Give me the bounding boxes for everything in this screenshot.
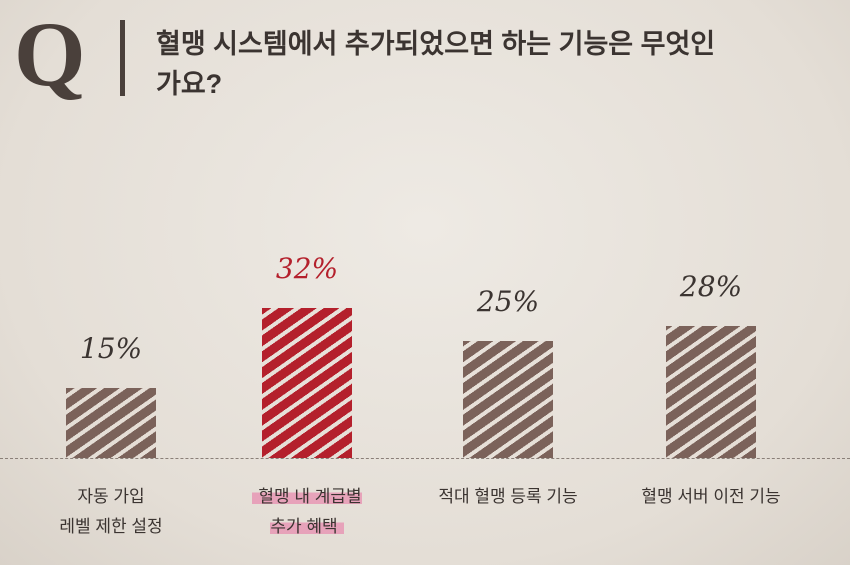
divider	[120, 20, 125, 96]
category-label: 적대 혈맹 등록 기능	[413, 482, 603, 512]
value-label: 25%	[476, 284, 540, 318]
category-text: 혈맹 내 계급별 추가 혜택	[252, 487, 362, 536]
category-text: 자동 가입 레벨 제한 설정	[59, 487, 163, 536]
question-marker: Q	[14, 3, 86, 105]
baseline	[0, 458, 850, 459]
bar	[262, 307, 352, 458]
value-label: 15%	[79, 331, 143, 365]
bar	[463, 340, 553, 458]
value-label: 32%	[275, 251, 339, 285]
category-label: 혈맹 내 계급별 추가 혜택	[212, 482, 402, 542]
bar	[66, 387, 156, 458]
category-text: 적대 혈맹 등록 기능	[438, 487, 578, 506]
value-label: 28%	[679, 270, 743, 304]
chart-title: 혈맹 시스템에서 추가되었으면 하는 기능은 무엇인가요?	[156, 29, 716, 99]
bar	[666, 326, 756, 458]
category-label: 혈맹 서버 이전 기능	[616, 482, 806, 512]
category-label: 자동 가입 레벨 제한 설정	[16, 482, 206, 542]
category-text: 혈맹 서버 이전 기능	[641, 487, 781, 506]
